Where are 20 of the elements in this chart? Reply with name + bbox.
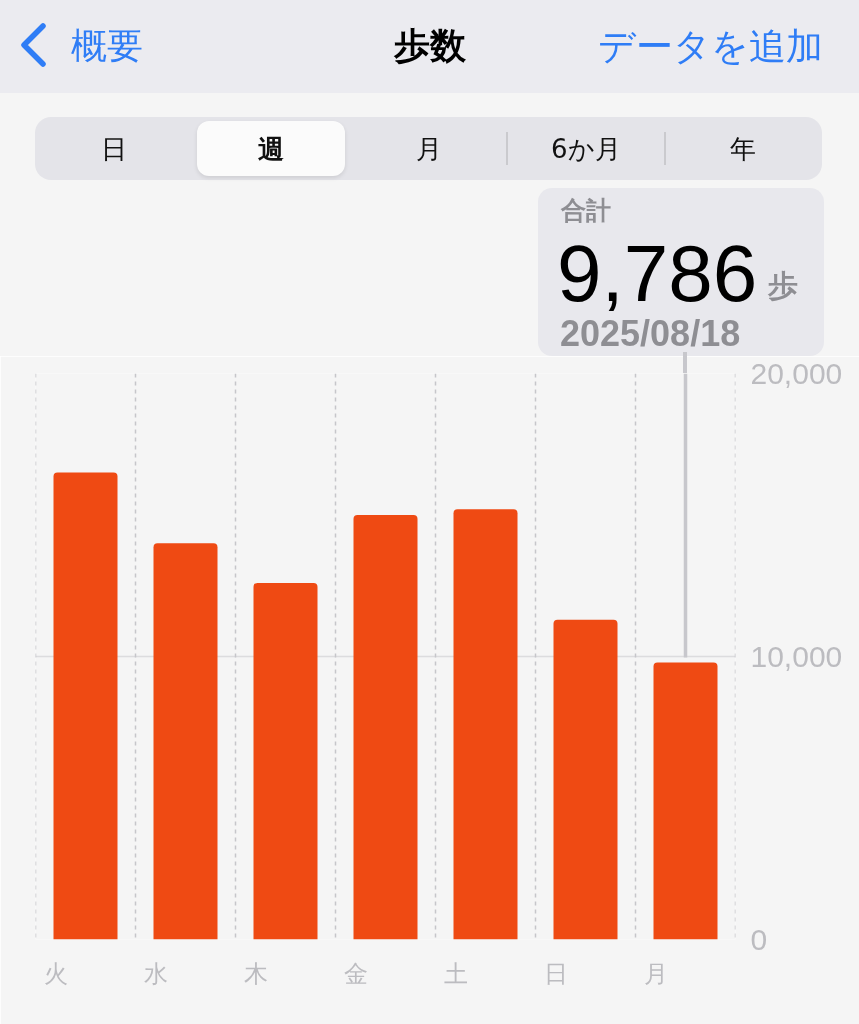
y-tick-label: 0 xyxy=(750,922,768,956)
text: 6か月 xyxy=(551,133,621,164)
x-tick-label: 水 xyxy=(143,959,168,988)
text: 日 xyxy=(100,133,127,164)
text: 週 xyxy=(258,133,285,164)
text: データを追加 xyxy=(598,24,823,68)
x-tick-label: 金 xyxy=(343,959,368,988)
x-tick-label: 火 xyxy=(43,959,68,988)
text: 月 xyxy=(415,133,442,164)
text: 概要 xyxy=(71,25,143,66)
x-tick-label: 日 xyxy=(543,959,568,988)
x-tick-label: 土 xyxy=(443,959,468,988)
y-tick-label: 20,000 xyxy=(750,356,843,390)
text: 歩 xyxy=(768,268,798,303)
x-tick-label: 月 xyxy=(643,959,668,988)
chart-title: 歩数 xyxy=(394,25,466,66)
text: 合計 xyxy=(561,195,611,225)
y-tick-label: 10,000 xyxy=(750,639,843,673)
x-tick-label: 木 xyxy=(243,959,268,988)
text: 年 xyxy=(730,133,757,164)
